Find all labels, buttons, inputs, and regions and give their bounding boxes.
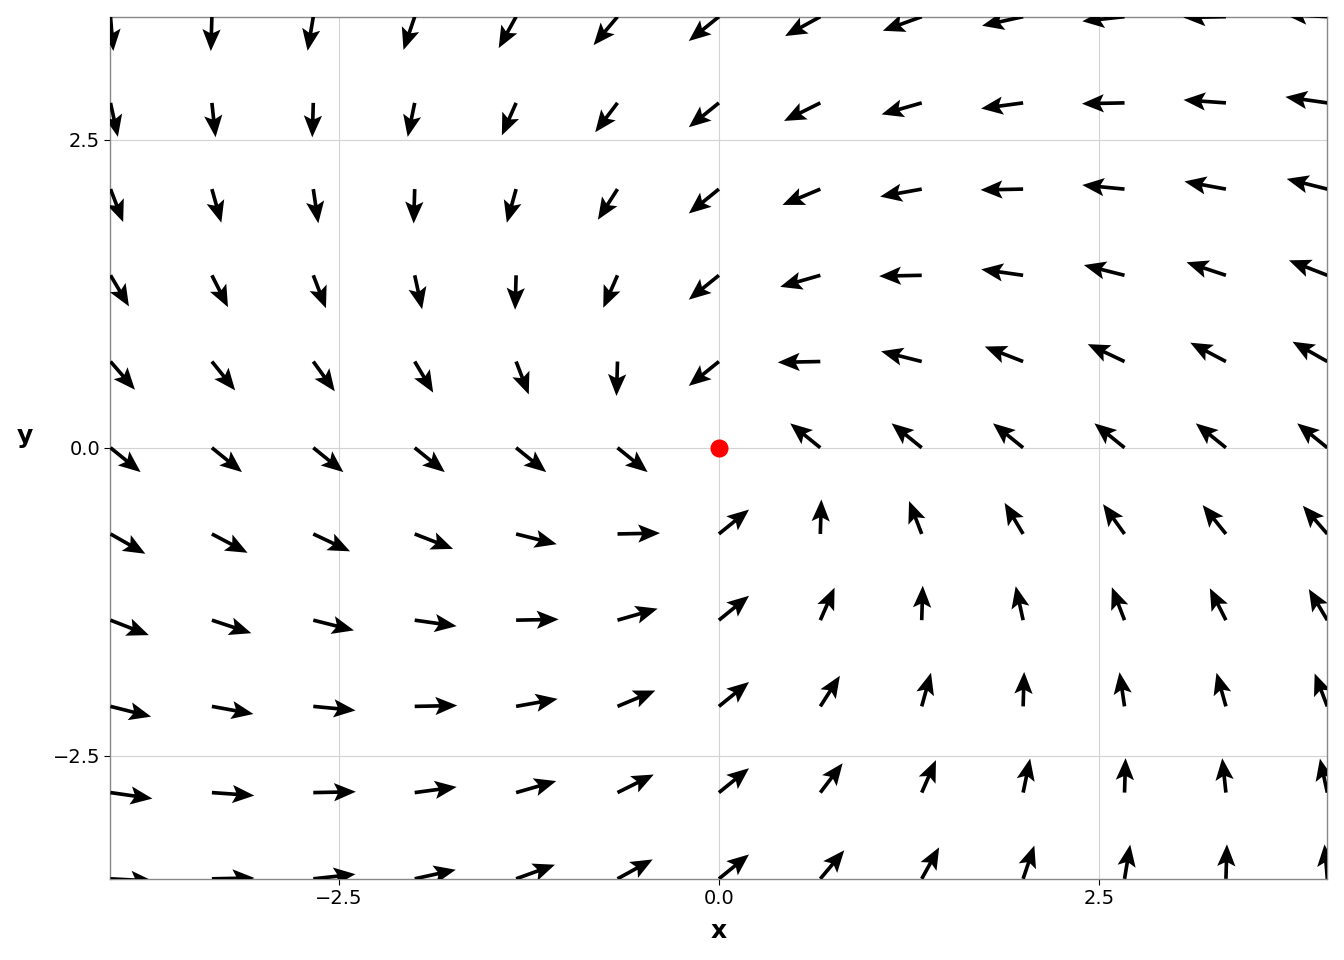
X-axis label: x: x: [711, 920, 727, 944]
Y-axis label: y: y: [16, 423, 32, 447]
